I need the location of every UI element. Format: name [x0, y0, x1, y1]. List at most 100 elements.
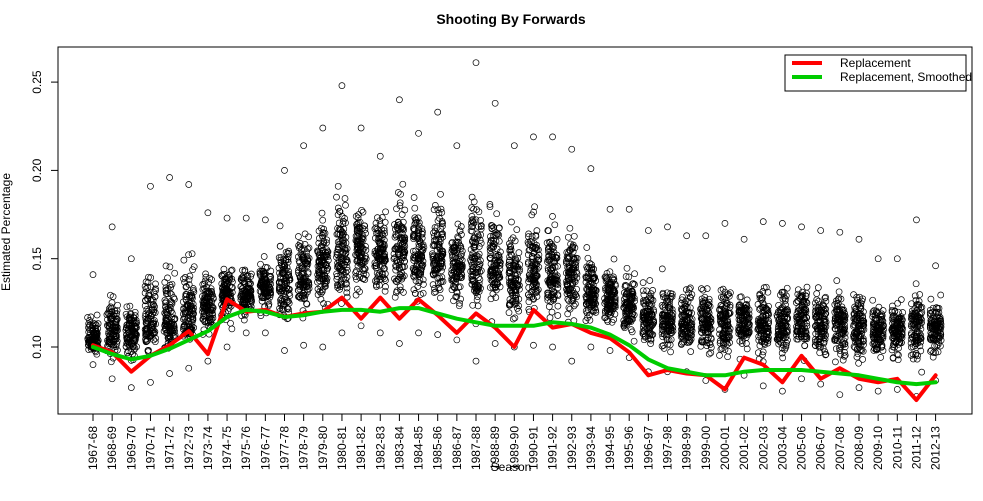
player-point [284, 256, 292, 263]
player-point [202, 273, 210, 281]
player-point [246, 295, 254, 303]
player-point [186, 309, 194, 317]
player-point [353, 241, 361, 249]
player-point [705, 350, 713, 358]
player-point [410, 286, 418, 294]
player-point [836, 228, 844, 236]
player-point [372, 264, 380, 272]
player-point [124, 327, 132, 335]
player-point [390, 255, 398, 263]
player-point [123, 303, 131, 311]
player-point [703, 285, 711, 292]
player-point [124, 325, 132, 333]
player-point [247, 280, 254, 287]
player-point [759, 218, 767, 225]
player-point [107, 316, 115, 323]
player-point [146, 326, 154, 334]
player-point [583, 244, 591, 251]
player-point [359, 275, 367, 283]
player-point [338, 82, 346, 89]
player-point [190, 288, 198, 296]
player-point [360, 257, 367, 264]
player-point [275, 283, 283, 291]
player-point [400, 248, 408, 255]
player-point [814, 284, 822, 291]
player-point [437, 190, 444, 198]
player-point [702, 232, 710, 240]
player-point [321, 271, 329, 279]
player-point [468, 204, 476, 211]
player-point [339, 217, 347, 225]
player-point [396, 96, 403, 104]
player-point [296, 264, 303, 271]
player-point [84, 335, 92, 342]
player-point [382, 283, 389, 291]
player-point [108, 308, 115, 316]
player-point [375, 234, 383, 242]
player-point [262, 216, 269, 224]
player-point [108, 375, 116, 383]
player-point [237, 276, 245, 283]
player-point [354, 214, 362, 222]
player-point [152, 280, 159, 288]
player-point [164, 290, 171, 298]
player-point [399, 180, 407, 188]
player-point [336, 264, 344, 271]
player-point [107, 291, 114, 299]
player-point [333, 193, 340, 201]
player-point [339, 243, 347, 251]
player-point [105, 305, 113, 313]
player-point [303, 252, 311, 260]
player-point [740, 235, 748, 243]
player-point [587, 343, 595, 351]
player-point [360, 259, 367, 266]
player-point [257, 260, 264, 268]
player-point [453, 142, 461, 150]
player-point [304, 286, 312, 294]
player-point [106, 323, 114, 331]
player-point [241, 286, 248, 294]
player-point [359, 233, 367, 241]
player-point [276, 269, 283, 277]
player-point [260, 288, 268, 296]
player-point [359, 208, 367, 216]
player-point [300, 278, 308, 286]
player-point [683, 232, 691, 240]
player-point [340, 275, 347, 282]
player-point [295, 233, 302, 240]
player-point [356, 225, 364, 233]
player-point [374, 227, 382, 235]
player-point [377, 245, 385, 253]
player-point [280, 290, 288, 297]
player-point [181, 315, 189, 323]
player-point [631, 270, 638, 278]
player-point [277, 256, 285, 264]
player-point [530, 133, 537, 141]
player-point [203, 287, 211, 295]
player-point [395, 275, 402, 283]
player-point [262, 263, 269, 271]
player-point [493, 210, 501, 218]
player-point [168, 310, 176, 317]
player-point [303, 300, 311, 308]
player-point [127, 384, 135, 391]
player-point [725, 347, 732, 355]
player-point [874, 387, 882, 395]
player-point [835, 288, 843, 296]
player-point [356, 237, 363, 245]
player-point [716, 352, 723, 359]
player-point [361, 276, 369, 283]
player-point [166, 174, 173, 181]
player-point [392, 266, 400, 274]
player-point [338, 255, 346, 263]
player-point [144, 314, 152, 322]
player-point [869, 296, 877, 304]
player-point [399, 240, 407, 247]
player-point [260, 269, 268, 277]
player-point [123, 324, 130, 331]
player-point [927, 295, 935, 303]
player-point [223, 343, 231, 351]
player-point [171, 269, 179, 277]
player-point [323, 250, 331, 257]
player-point [874, 255, 882, 263]
